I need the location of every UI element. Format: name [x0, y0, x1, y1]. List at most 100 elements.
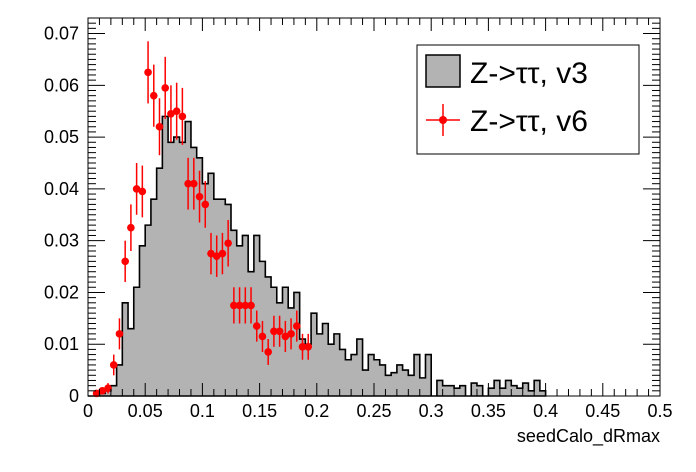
- marker: [264, 348, 272, 356]
- data-point: [121, 240, 129, 283]
- data-point: [132, 162, 141, 215]
- data-point: [109, 354, 118, 376]
- data-point: [264, 339, 272, 365]
- data-point: [127, 204, 135, 252]
- x-axis-title: seedCalo_dRmax: [517, 426, 660, 447]
- marker: [235, 301, 244, 310]
- marker: [115, 330, 124, 338]
- data-point: [241, 287, 250, 324]
- data-point: [138, 165, 147, 218]
- legend-label-v6: Z->ττ, v6: [470, 105, 588, 138]
- y-tick-label: 0: [69, 386, 79, 406]
- marker: [195, 192, 204, 201]
- data-point: [167, 85, 175, 143]
- histogram-layer: [88, 115, 547, 397]
- marker: [190, 179, 198, 188]
- x-tick-label: 0.4: [533, 401, 558, 421]
- y-tick-label: 0.03: [44, 231, 79, 251]
- data-point: [304, 333, 313, 360]
- marker: [298, 343, 307, 351]
- y-tick-label: 0.05: [44, 127, 79, 147]
- marker: [92, 389, 101, 398]
- marker: [144, 68, 152, 77]
- data-point: [298, 333, 307, 360]
- x-tick-label: 0.25: [356, 401, 391, 421]
- data-point: [172, 82, 181, 140]
- x-tick-label: 0.5: [647, 401, 672, 421]
- marker: [155, 122, 164, 131]
- marker: [252, 322, 261, 330]
- legend: Z->ττ, v3 Z->ττ, v6: [416, 44, 640, 155]
- marker: [132, 185, 141, 193]
- data-point: [104, 383, 112, 394]
- data-point: [201, 181, 210, 228]
- marker: [292, 322, 301, 330]
- marker: [98, 387, 107, 395]
- marker: [241, 301, 250, 310]
- histogram-bars: [88, 115, 547, 397]
- data-point: [287, 318, 295, 350]
- marker: [178, 112, 187, 121]
- data-point: [252, 310, 261, 342]
- marker: [287, 330, 295, 338]
- x-tick-label: 0.35: [471, 401, 506, 421]
- marker: [230, 301, 238, 310]
- marker: [212, 252, 221, 260]
- marker: [138, 187, 147, 196]
- marker: [281, 332, 290, 341]
- marker: [207, 249, 215, 258]
- y-axis-ticks: 0 0.01 0.02 0.03 0.04 0.05 0.06 0.07: [44, 22, 660, 406]
- data-point: [258, 320, 267, 352]
- x-tick-label: 0.15: [242, 401, 277, 421]
- marker: [258, 332, 267, 341]
- data-point: [207, 232, 215, 275]
- legend-marker-v6: [439, 116, 447, 124]
- marker: [224, 239, 232, 248]
- marker: [149, 91, 158, 100]
- data-point: [184, 157, 192, 210]
- marker: [172, 107, 181, 116]
- marker: [127, 223, 135, 232]
- y-tick-label: 0.04: [44, 179, 79, 199]
- x-tick-label: 0.2: [304, 401, 329, 421]
- legend-swatch-v3: [425, 54, 461, 88]
- data-point: [218, 232, 227, 275]
- marker: [304, 343, 313, 351]
- marker: [104, 384, 112, 393]
- data-point: [247, 287, 255, 324]
- marker: [121, 257, 129, 266]
- data-point: [115, 318, 124, 350]
- x-axis-ticks: 0 0.05 0.1 0.15 0.2 0.25 0.3 0.35 0.4 0.45 0.5: [83, 18, 673, 421]
- data-point: [144, 41, 152, 104]
- data-point: [270, 315, 278, 347]
- data-point: [281, 320, 290, 352]
- data-point: [275, 315, 284, 347]
- y-tick-label: 0.01: [44, 334, 79, 354]
- marker: [218, 249, 227, 258]
- data-point: [235, 287, 244, 324]
- data-point: [178, 87, 187, 145]
- marker: [184, 179, 192, 188]
- legend-entry-v3: Z->ττ, v3: [425, 54, 588, 90]
- data-point: [161, 56, 170, 119]
- data-point: [155, 98, 164, 156]
- data-point: [190, 157, 198, 210]
- legend-label-v3: Z->ττ, v3: [470, 57, 588, 90]
- marker: [167, 109, 175, 118]
- data-point: [230, 287, 238, 324]
- data-points-layer: [92, 41, 313, 398]
- y-tick-label: 0.06: [44, 75, 79, 95]
- data-point: [212, 235, 221, 277]
- marker: [275, 327, 284, 336]
- marker: [161, 84, 170, 92]
- x-tick-label: 0.05: [128, 401, 163, 421]
- y-tick-label: 0.07: [44, 24, 79, 44]
- legend-entry-v6: Z->ττ, v6: [426, 104, 588, 138]
- x-tick-label: 0: [83, 401, 93, 421]
- y-tick-label: 0.02: [44, 282, 79, 302]
- x-tick-label: 0.45: [585, 401, 620, 421]
- data-point: [149, 64, 158, 127]
- marker: [247, 301, 255, 310]
- marker: [270, 327, 278, 336]
